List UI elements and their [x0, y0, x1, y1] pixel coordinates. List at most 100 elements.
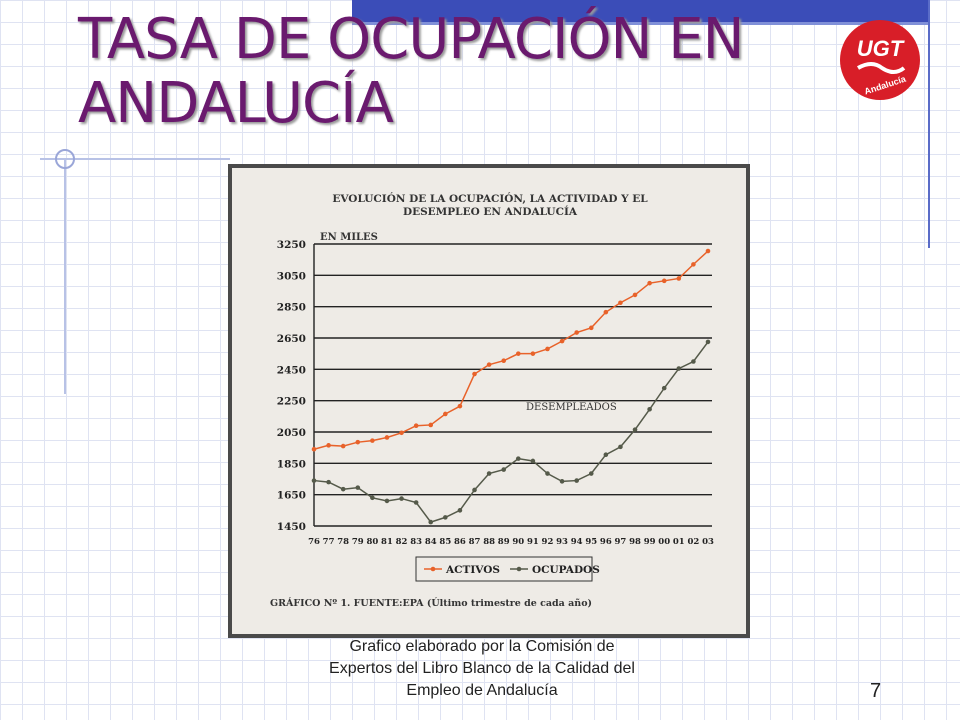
series-line-ocupados [313, 341, 709, 523]
x-tick-label: 84 [425, 537, 437, 547]
x-tick-label: 94 [571, 537, 583, 547]
x-tick-label: 83 [410, 537, 422, 547]
x-tick-label: 90 [512, 537, 524, 547]
data-point-activos [340, 443, 346, 449]
annotation-desempleados: DESEMPLEADOS [526, 402, 617, 413]
data-point-ocupados [603, 452, 609, 458]
data-point-ocupados [340, 486, 346, 492]
data-point-activos [428, 422, 434, 428]
data-point-activos [603, 309, 609, 315]
legend-box [415, 556, 593, 582]
data-point-activos [588, 325, 594, 331]
data-point-ocupados [647, 406, 652, 412]
data-point-activos [501, 358, 507, 364]
data-point-activos [647, 280, 652, 286]
x-tick-label: 01 [673, 537, 685, 547]
data-point-activos [326, 443, 331, 448]
x-tick-label: 99 [644, 537, 656, 547]
y-tick-label: 2050 [277, 427, 306, 439]
data-point-ocupados [399, 496, 404, 501]
data-point-activos [661, 278, 667, 284]
x-tick-label: 80 [366, 537, 378, 547]
data-point-ocupados [486, 471, 492, 476]
x-tick-label: 00 [658, 537, 670, 547]
x-tick-label: 93 [556, 537, 568, 547]
series-line-activos [313, 250, 709, 450]
data-point-activos [515, 351, 521, 356]
x-tick-label: 76 [308, 537, 320, 547]
data-point-activos [486, 362, 492, 367]
data-point-activos [691, 262, 696, 267]
y-tick-label: 3250 [277, 239, 306, 251]
y-tick-label: 1850 [277, 458, 306, 470]
legend-label: OCUPADOS [532, 564, 600, 576]
data-point-ocupados [428, 519, 434, 525]
x-tick-label: 79 [352, 537, 364, 547]
data-point-ocupados [691, 359, 696, 364]
y-tick-label: 2450 [277, 364, 306, 376]
data-point-ocupados [384, 498, 390, 504]
page-number: 7 [870, 680, 882, 702]
data-point-ocupados [705, 339, 711, 345]
data-point-ocupados [559, 479, 565, 484]
chart-footer: GRÁFICO Nº 1. FUENTE:EPA (Último trimest… [270, 597, 592, 609]
data-point-activos [618, 300, 623, 306]
title-underline [40, 158, 230, 160]
accent-circle [55, 149, 75, 169]
data-point-ocupados [311, 478, 317, 483]
data-point-ocupados [355, 485, 361, 490]
data-point-activos [413, 423, 419, 429]
x-tick-label: 95 [585, 537, 597, 547]
x-tick-label: 82 [396, 537, 408, 547]
legend-marker [516, 566, 522, 572]
x-tick-label: 85 [439, 537, 451, 547]
data-point-ocupados [676, 366, 682, 371]
right-accent-line [928, 0, 930, 248]
y-tick-label: 2850 [277, 302, 306, 314]
data-point-activos [559, 338, 565, 344]
data-point-ocupados [457, 508, 463, 513]
chart-figure: EVOLUCIÓN DE LA OCUPACIÓN, LA ACTIVIDAD … [228, 164, 750, 638]
x-tick-label: 88 [483, 537, 495, 547]
logo-handshake-icon [857, 62, 906, 74]
data-point-ocupados [588, 471, 594, 476]
left-accent-line [64, 158, 66, 394]
data-point-ocupados [326, 479, 331, 485]
data-point-ocupados [661, 385, 667, 391]
data-point-ocupados [501, 467, 507, 472]
data-point-activos [311, 446, 317, 452]
x-tick-label: 86 [454, 537, 466, 547]
data-point-ocupados [370, 495, 375, 501]
x-tick-label: 81 [381, 537, 393, 547]
data-point-ocupados [515, 456, 521, 461]
data-point-ocupados [472, 487, 477, 493]
data-point-activos [705, 248, 711, 254]
data-point-activos [574, 330, 579, 335]
figure-caption: Grafico elaborado por la Comisión de Exp… [329, 638, 635, 699]
data-point-activos [472, 371, 477, 377]
slide-title: TASA DE OCUPACIÓN EN ANDALUCÍA [78, 7, 745, 136]
data-point-ocupados [618, 444, 623, 450]
x-tick-label: 97 [615, 537, 627, 547]
data-point-activos [457, 403, 463, 409]
data-point-activos [545, 346, 550, 352]
y-tick-labels: 1450 1650 1850 2050 2250 2450 2650 2850 3050 3250 [277, 239, 306, 533]
x-tick-label: 92 [542, 537, 554, 547]
data-point-activos [632, 292, 638, 298]
legend-label: ACTIVOS [445, 564, 500, 576]
logo-background [840, 20, 920, 100]
chart-title-line-1: EVOLUCIÓN DE LA OCUPACIÓN, LA ACTIVIDAD … [332, 191, 648, 205]
x-tick-label: 78 [337, 537, 349, 547]
data-point-ocupados [443, 515, 448, 520]
data-point-activos [355, 439, 361, 445]
y-tick-label: 1450 [277, 521, 306, 533]
data-point-ocupados [574, 478, 579, 483]
x-tick-label: 91 [527, 537, 539, 547]
y-tick-label: 1650 [277, 490, 306, 502]
data-point-activos [443, 411, 448, 417]
x-tick-label: 77 [323, 537, 335, 547]
chart-title-line-2: DESEMPLEO EN ANDALUCÍA [403, 204, 578, 218]
data-series [311, 248, 711, 525]
y-tick-label: 2650 [277, 333, 306, 345]
line-chart: EVOLUCIÓN DE LA OCUPACIÓN, LA ACTIVIDAD … [228, 164, 750, 638]
